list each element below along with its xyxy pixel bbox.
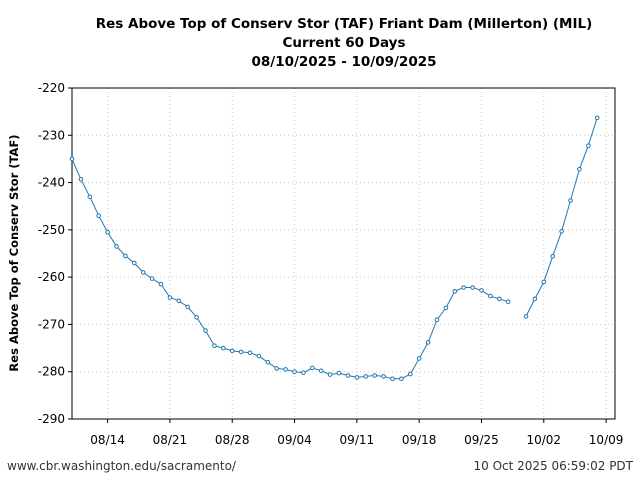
data-point (318, 368, 324, 374)
data-point (292, 369, 297, 375)
data-series (69, 115, 600, 382)
x-tick-label: 09/25 (464, 433, 499, 447)
data-point (390, 376, 395, 382)
data-point (354, 375, 360, 380)
data-point (497, 296, 502, 302)
chart-title-line-1: Res Above Top of Conserv Stor (TAF) Fria… (96, 16, 593, 32)
y-tick-label: -220 (38, 81, 65, 95)
data-point (479, 288, 484, 293)
footer-url: www.cbr.washington.edu/sacramento/ (7, 459, 237, 473)
data-point (541, 279, 547, 285)
data-point (336, 370, 342, 376)
data-point (212, 343, 217, 349)
data-point (158, 281, 164, 287)
x-tick-label: 08/21 (153, 433, 188, 447)
data-point (221, 345, 226, 351)
data-point (399, 376, 404, 382)
data-point (523, 314, 529, 319)
data-point (185, 304, 190, 310)
data-point (577, 167, 582, 172)
x-tick-label: 10/09 (589, 433, 624, 447)
data-point (408, 371, 413, 377)
data-point (123, 253, 128, 259)
data-point (256, 353, 262, 359)
data-point (425, 340, 431, 345)
y-tick-label: -290 (38, 412, 65, 426)
data-point (488, 293, 493, 299)
data-point (167, 295, 173, 300)
data-point (372, 373, 378, 378)
data-point (78, 177, 84, 182)
x-tick-label: 08/14 (90, 433, 125, 447)
data-point (149, 276, 155, 281)
data-point (594, 115, 600, 121)
data-point (452, 289, 458, 294)
data-point (69, 156, 75, 162)
data-point (532, 296, 538, 302)
data-point (114, 244, 119, 249)
data-point (140, 270, 146, 275)
data-point (105, 229, 110, 235)
data-point (229, 348, 235, 354)
data-point (505, 299, 511, 305)
x-tick-label: 09/18 (402, 433, 437, 447)
x-tick-label: 09/04 (277, 433, 312, 447)
y-tick-label: -230 (38, 128, 65, 142)
data-point (238, 349, 244, 355)
data-point (416, 356, 422, 361)
data-point (301, 370, 306, 376)
data-point (283, 367, 288, 372)
y-axis-label: Res Above Top of Conserv Stor (TAF) (7, 134, 21, 371)
y-tick-label: -280 (38, 365, 65, 379)
data-point (586, 143, 591, 148)
chart-title-line-2: Current 60 Days (283, 35, 406, 51)
series-line (525, 117, 598, 317)
axes (68, 87, 616, 423)
data-point (381, 374, 386, 379)
data-point (461, 285, 467, 290)
data-point (194, 315, 199, 320)
data-point (363, 374, 369, 379)
data-point (310, 365, 315, 371)
x-tick-label: 09/11 (340, 433, 375, 447)
y-tick-label: -250 (38, 223, 65, 237)
data-point (550, 253, 556, 259)
data-point (265, 360, 271, 365)
data-point (470, 285, 475, 290)
data-point (327, 372, 333, 377)
data-point (96, 213, 101, 218)
y-tick-label: -240 (38, 176, 65, 190)
data-point (176, 298, 182, 304)
data-point (345, 373, 351, 378)
footer-timestamp: 10 Oct 2025 06:59:02 PDT (473, 459, 633, 473)
data-point (203, 328, 208, 333)
data-point (274, 366, 280, 371)
data-point (87, 194, 93, 200)
data-point (568, 198, 573, 203)
data-point (247, 350, 253, 356)
x-tick-label: 10/02 (526, 433, 561, 447)
y-tick-label: -270 (38, 317, 65, 331)
plot-frame (71, 87, 616, 420)
series-line (71, 158, 509, 380)
data-point (132, 260, 137, 266)
data-point (434, 317, 440, 323)
data-point (443, 305, 449, 311)
grid (72, 88, 615, 419)
y-tick-label: -260 (38, 270, 65, 284)
data-point (559, 229, 564, 234)
x-tick-label: 08/28 (215, 433, 250, 447)
chart-title-line-3: 08/10/2025 - 10/09/2025 (251, 54, 436, 70)
tick-labels: -220 -230 -240 -250 -260 -270 -280 -290 08/14 08/… (38, 81, 624, 447)
